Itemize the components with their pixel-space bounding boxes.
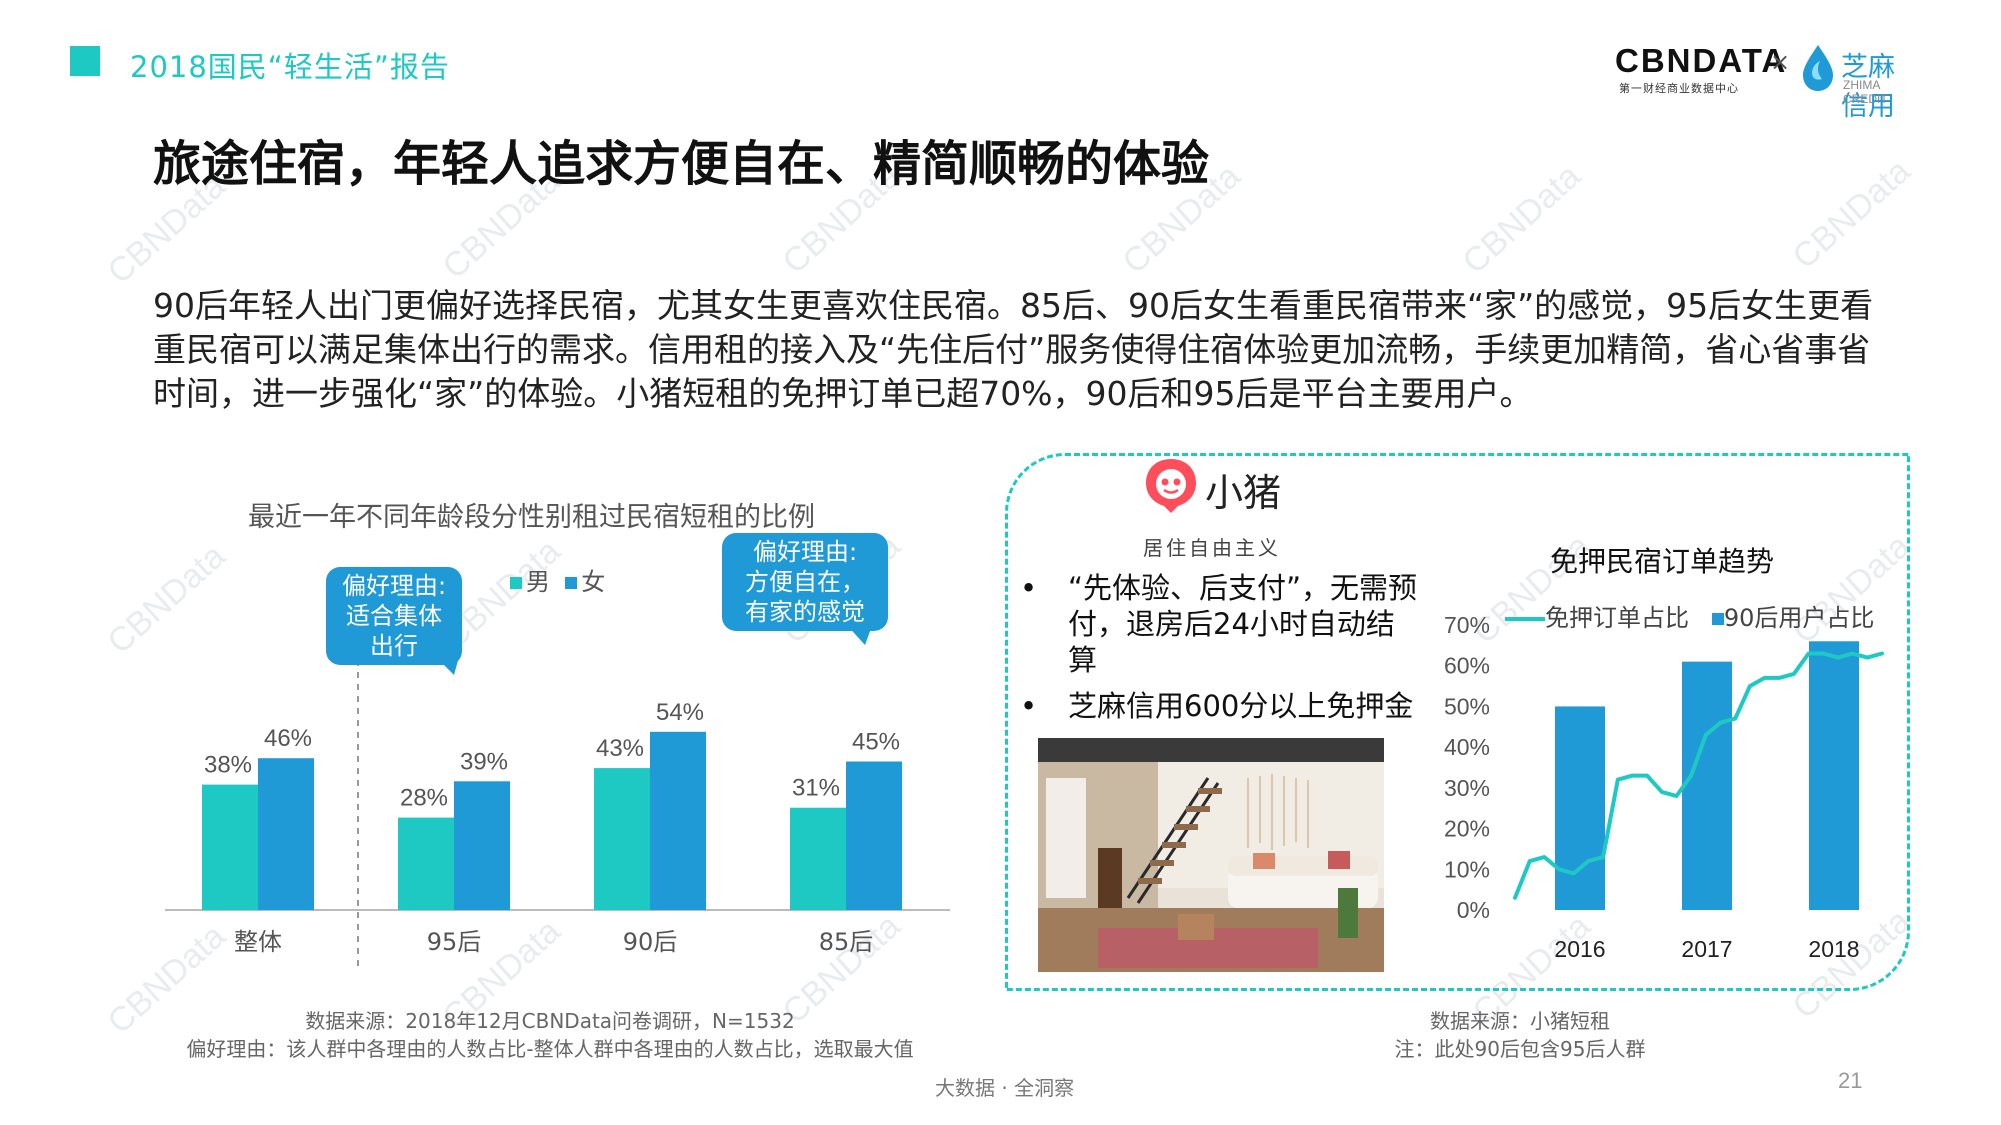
data-label: 45%	[852, 729, 900, 756]
data-label: 28%	[400, 785, 448, 812]
category-label: 85后	[819, 928, 874, 956]
data-label: 39%	[460, 748, 508, 775]
bubble-line: 方便自在，	[745, 568, 865, 596]
age-gender-bar-chart: 38% 46% 整体 28% 39% 95后 43% 54% 90后 31% 45% 85后	[165, 660, 950, 970]
data-label: 31%	[792, 775, 840, 802]
times-sign: ×	[1770, 48, 1791, 76]
legend-label-female: 女	[581, 568, 606, 596]
chart-title: 最近一年不同年龄段分性别租过民宿短租的比例	[248, 502, 815, 533]
preference-bubble-90: 偏好理由: 方便自在， 有家的感觉	[722, 533, 888, 631]
chart-legend: 男 女	[510, 562, 605, 597]
y-tick-label: 60%	[1444, 653, 1490, 679]
cbndata-subtitle: 第一财经商业数据中心	[1619, 82, 1739, 95]
year-label: 2016	[1554, 936, 1605, 962]
description-paragraph: 90后年轻人出门更偏好选择民宿，尤其女生更喜欢住民宿。85后、90后女生看重民宿…	[153, 286, 1874, 413]
xiaozhu-panel	[1005, 453, 1910, 991]
data-label: 54%	[656, 699, 704, 726]
bar-90s-user-share	[1682, 661, 1732, 910]
legend-label-deposit-free: 免押订单占比	[1545, 604, 1689, 632]
category-label: 90后	[623, 928, 678, 956]
cbndata-logo: CBNDATA	[1615, 42, 1788, 79]
watermark: CBNData	[1785, 151, 1918, 277]
trend-chart-title: 免押民宿订单趋势	[1550, 545, 1775, 578]
legend-label-90s-users: 90后用户占比	[1723, 604, 1875, 632]
brand-logos: CBNDATA 第一财经商业数据中心 × 芝麻信用 ZHIMA CREDIT	[1615, 40, 1895, 122]
page-title: 旅途住宿，年轻人追求方便自在、精简顺畅的体验	[153, 136, 1210, 192]
y-tick-label: 20%	[1444, 816, 1490, 842]
bar-female	[650, 731, 706, 910]
feature-bullets: • “先体验、后支付”，无需预付，退房后24小时自动结算 • 芝麻信用600分以上免…	[1020, 570, 1420, 734]
legend-line-swatch	[1505, 617, 1545, 621]
xiaozhu-brand: 小猪	[1205, 471, 1282, 515]
zhima-drop-icon	[1803, 45, 1833, 91]
bullet-item: • “先体验、后支付”，无需预付，退房后24小时自动结算	[1020, 570, 1420, 678]
xiaozhu-slogan: 居住自由主义	[1143, 536, 1281, 560]
bar-90s-user-share	[1809, 641, 1859, 910]
year-label: 2017	[1681, 936, 1732, 962]
bar-male	[398, 817, 454, 910]
legend-bar-swatch	[1711, 613, 1724, 625]
deposit-free-trend-chart: 70% 60% 50% 40% 30% 20% 10% 0% 2016 2017 2018	[1444, 612, 1884, 962]
source-line: 数据来源：小猪短租	[1430, 1009, 1610, 1033]
source-line: 注：此处90后包含95后人群	[1394, 1037, 1646, 1061]
zhima-subtitle: ZHIMA CREDIT	[1843, 78, 1888, 106]
page-number: 21	[1838, 1068, 1863, 1093]
bubble-line: 出行	[370, 632, 418, 660]
bar-90s-user-share	[1555, 706, 1605, 910]
year-label: 2018	[1808, 936, 1859, 962]
data-label: 38%	[204, 752, 252, 779]
y-tick-label: 70%	[1444, 612, 1490, 638]
y-tick-label: 0%	[1457, 897, 1490, 923]
preference-bubble-95: 偏好理由: 适合集体 出行	[326, 567, 462, 665]
y-tick-label: 30%	[1444, 775, 1490, 801]
bullet-dot: •	[1020, 571, 1038, 605]
bullet-dot: •	[1020, 689, 1038, 723]
deposit-free-share-line	[1513, 651, 1884, 900]
bar-male	[790, 807, 846, 910]
report-title: 2018国民“轻生活”报告	[130, 50, 450, 84]
watermark: CBNData	[1455, 156, 1588, 282]
bubble-tail	[845, 623, 873, 645]
data-label: 46%	[264, 725, 312, 752]
xiaozhu-logo-icon	[1146, 459, 1196, 513]
y-tick-label: 50%	[1444, 693, 1490, 719]
zhima-logo: 芝麻信用	[1841, 52, 1895, 122]
bubble-line: 有家的感觉	[745, 598, 865, 626]
bubble-tail	[432, 653, 460, 675]
category-label: 整体	[234, 928, 282, 956]
bubble-line: 偏好理由:	[752, 538, 858, 566]
y-tick-label: 40%	[1444, 734, 1490, 760]
bar-female	[258, 758, 314, 910]
legend-swatch-male	[510, 577, 522, 589]
bar-female	[454, 781, 510, 910]
source-note-left: 数据来源：2018年12月CBNData问卷调研，N=1532 偏好理由：该人群…	[150, 1007, 950, 1063]
bar-male	[594, 768, 650, 910]
legend-label-male: 男	[526, 568, 550, 596]
source-note-right: 数据来源：小猪短租 注：此处90后包含95后人群	[1320, 1007, 1720, 1063]
legend-swatch-female	[565, 577, 578, 589]
y-tick-label: 10%	[1444, 856, 1490, 882]
data-label: 43%	[596, 735, 644, 762]
header-accent-square	[70, 46, 100, 76]
trend-chart-legend: 免押订单占比 90后用户占比	[1505, 598, 1874, 633]
source-line: 数据来源：2018年12月CBNData问卷调研，N=1532	[305, 1009, 795, 1033]
bullet-text: “先体验、后支付”，无需预付，退房后24小时自动结算	[1068, 571, 1418, 677]
source-line: 偏好理由：该人群中各理由的人数占比-整体人群中各理由的人数占比，选取最大值	[186, 1037, 914, 1061]
bubble-line: 偏好理由:	[341, 572, 447, 600]
footer-slogan: 大数据 · 全洞察	[935, 1076, 1075, 1100]
category-label: 95后	[427, 928, 482, 956]
room-photo	[1038, 738, 1384, 972]
bar-male	[202, 784, 258, 910]
bullet-text: 芝麻信用600分以上免押金	[1068, 689, 1414, 723]
bullet-item: • 芝麻信用600分以上免押金	[1020, 688, 1420, 724]
bubble-line: 适合集体	[346, 602, 442, 630]
bar-female	[846, 761, 902, 910]
